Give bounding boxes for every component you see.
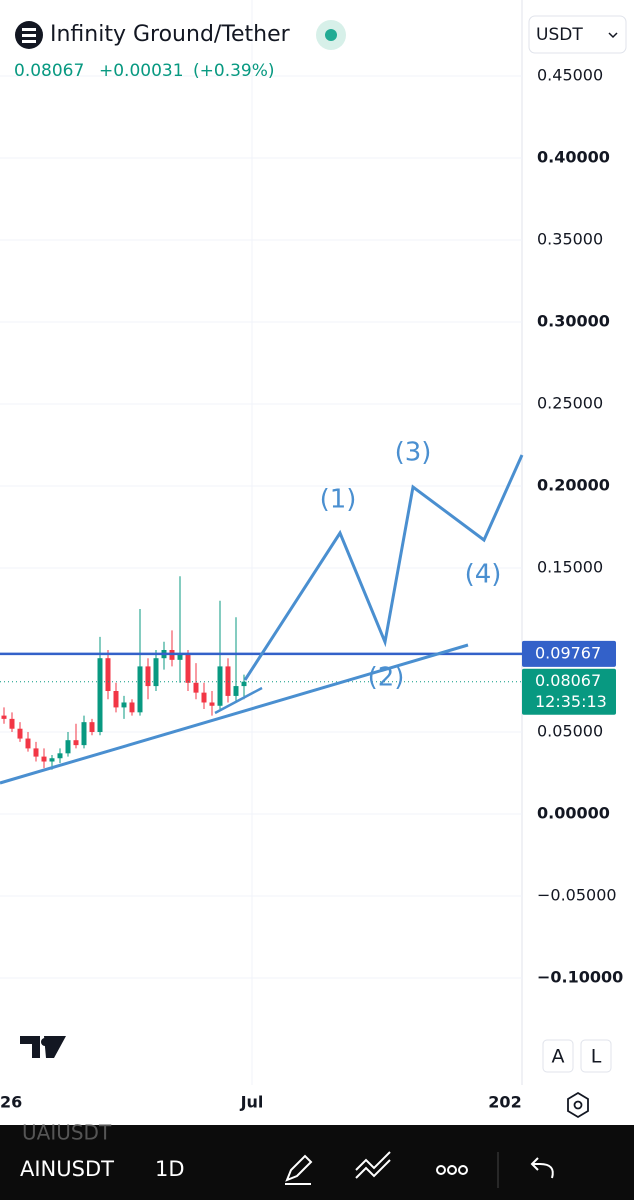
candle-body	[145, 666, 151, 687]
draw-icon[interactable]	[285, 1154, 313, 1185]
y-tick-label: 0.30000	[537, 312, 610, 331]
candle-body	[89, 722, 95, 732]
trend-line	[0, 643, 469, 785]
wave-drawing	[243, 454, 524, 681]
tv-logo-dot	[41, 1038, 49, 1046]
logo-mark	[22, 34, 36, 37]
candle-body	[41, 756, 47, 762]
more-icon	[447, 1165, 457, 1175]
dropdown-arrow	[608, 32, 618, 39]
countdown: 12:35:13	[535, 692, 607, 711]
symbol-title: Infinity Ground/Tether	[50, 22, 291, 47]
symbol-prev[interactable]: UAIUSDT	[22, 1121, 112, 1145]
candle-body	[9, 718, 15, 729]
y-tick-label: 0.15000	[537, 558, 603, 577]
y-tick-label: 0.35000	[537, 230, 603, 249]
candle-body	[81, 722, 87, 746]
candle-body	[185, 653, 191, 683]
candle-body	[113, 691, 119, 708]
level-label: 0.09767	[535, 643, 601, 662]
market-status-dot	[325, 29, 337, 41]
candle-body	[217, 666, 223, 706]
level-label-box	[522, 640, 616, 667]
wave-label: (2)	[368, 663, 405, 693]
candle-body	[193, 682, 199, 693]
more-icon[interactable]	[436, 1165, 446, 1175]
candle-body	[25, 738, 31, 749]
price-change-pct: (+0.39%)	[193, 61, 275, 81]
settings-icon[interactable]	[567, 1091, 589, 1119]
trend-line-short	[214, 686, 263, 715]
price-change: +0.00031	[99, 61, 184, 81]
candle-body	[241, 681, 247, 687]
log-scale-label: L	[591, 1046, 602, 1068]
plot	[0, 75, 522, 979]
auto-scale-label: A	[552, 1046, 565, 1068]
x-tick-label: 26	[0, 1093, 22, 1112]
y-tick-label: −0.10000	[537, 968, 623, 987]
currency-label: USDT	[536, 25, 583, 45]
candle-body	[201, 692, 207, 703]
candle-body	[121, 702, 127, 708]
auto-scale-button[interactable]	[542, 1039, 574, 1073]
candle-body	[57, 753, 63, 759]
symbol-current[interactable]: AINUSDT	[20, 1157, 114, 1181]
log-scale-button[interactable]	[580, 1039, 612, 1073]
wave-label: (1)	[320, 485, 357, 515]
candle-body	[49, 758, 55, 762]
interval[interactable]: 1D	[155, 1157, 185, 1181]
candle-body	[177, 653, 183, 660]
last-price-label: 0.08067	[535, 671, 601, 690]
y-tick-label: 0.40000	[537, 148, 610, 167]
wave-label: (4)	[465, 560, 502, 590]
y-tick-label: 0.25000	[537, 394, 603, 413]
candle-body	[225, 666, 231, 696]
tv-logo	[20, 1036, 66, 1058]
logo-mark	[22, 28, 36, 31]
candle-body	[97, 658, 103, 732]
more-icon	[458, 1165, 468, 1175]
x-tick-label: Jul	[240, 1093, 264, 1112]
candle-body	[33, 748, 39, 757]
last-price: 0.08067	[14, 61, 84, 81]
settings-icon-center	[573, 1100, 583, 1110]
candle-body	[153, 658, 159, 687]
wave-label: (3)	[395, 438, 432, 468]
y-tick-label: 0.20000	[537, 476, 610, 495]
y-tick-label: 0.05000	[537, 722, 603, 741]
candle-body	[233, 686, 239, 696]
candle-body	[1, 715, 7, 719]
y-tick-label: −0.05000	[537, 886, 617, 905]
candle-body	[137, 666, 143, 713]
last-price-box	[522, 668, 616, 715]
currency-select[interactable]	[528, 15, 627, 54]
undo-icon[interactable]	[530, 1157, 554, 1179]
x-tick-label: 202	[488, 1093, 521, 1112]
candle-body	[65, 740, 71, 754]
candle-body	[73, 740, 79, 746]
candle-body	[17, 728, 23, 739]
lines-icon[interactable]	[355, 1151, 391, 1179]
logo-mark	[22, 40, 36, 43]
bottom-toolbar	[0, 1125, 634, 1200]
y-tick-label: 0.45000	[537, 66, 603, 85]
candle-body	[129, 702, 135, 713]
y-tick-label: 0.00000	[537, 804, 610, 823]
candle-body	[209, 702, 215, 706]
candle-body	[105, 658, 111, 691]
